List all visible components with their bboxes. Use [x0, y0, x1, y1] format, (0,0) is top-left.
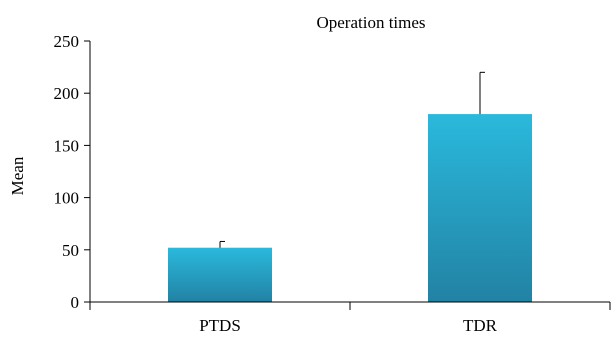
y-tick-label: 200 — [54, 84, 80, 103]
y-tick-label: 250 — [54, 32, 80, 51]
y-tick-label: 100 — [54, 189, 80, 208]
y-tick-label: 50 — [62, 241, 79, 260]
x-tick-label: PTDS — [199, 316, 241, 335]
bar-tdr — [428, 114, 532, 302]
y-axis-ticks: 0 50 100 150 200 250 — [54, 32, 90, 312]
x-tick-label: TDR — [463, 316, 498, 335]
chart-title: Operation times — [316, 13, 425, 32]
y-axis-label: Mean — [8, 156, 27, 195]
y-tick-label: 0 — [71, 293, 80, 312]
y-tick-label: 150 — [54, 136, 80, 155]
bar-ptds — [168, 247, 272, 302]
x-axis-ticks: PTDS TDR — [89, 302, 611, 335]
bars-group — [168, 71, 532, 302]
